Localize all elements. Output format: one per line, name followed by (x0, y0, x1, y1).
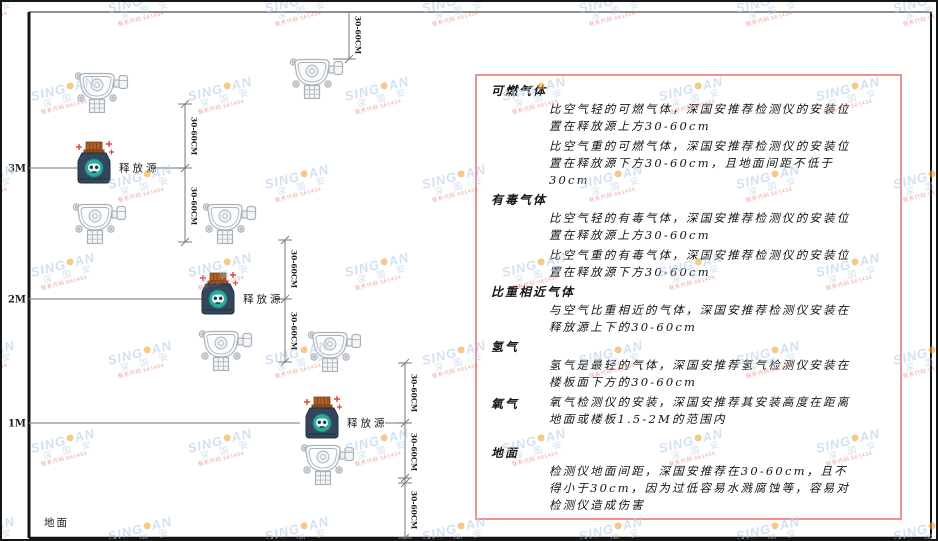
height-level-lines (29, 167, 406, 424)
release-source-icon (199, 271, 239, 315)
dimension-label: 30-60CM (410, 374, 419, 412)
diagram-icons (72, 58, 362, 486)
release-source-icon (75, 140, 115, 184)
height-label-2m: 2M (8, 295, 26, 306)
height-label-1m: 1M (8, 419, 26, 430)
height-label-3m: 3M (8, 164, 26, 175)
section-paragraph: 氧气检测仪的安装，深国安推荐其安装高度在距离地面或楼板1.5-2M的范围内 (549, 395, 851, 426)
diagram-labels: 3M 2M 1M 30-60CM 30-60CM 30-60CM 30-60CM 30-60C… (8, 16, 419, 529)
section-heading: 地面 (491, 446, 520, 460)
room-frame (27, 11, 932, 539)
gas-detector-icon (202, 203, 257, 245)
gas-detector-icon (307, 331, 362, 373)
guideline-section: 可燃气体 比空气轻的可燃气体，深国安推荐检测仪的安装位置在释放源上方30-60cm… (491, 83, 886, 189)
dimension-label: 30-60CM (190, 187, 199, 225)
gas-detector-icon (74, 72, 129, 114)
guideline-section: 比重相近气体与空气比重相近的气体，深国安推荐检测仪安装在释放源上下的30-60c… (491, 284, 886, 336)
release-source-label: 释放源 (243, 293, 284, 306)
section-paragraph: 检测仪地面间距，深国安推荐在30-60cm，且不得小于30cm，因为过低容易水溅… (549, 464, 851, 512)
gas-detector-icon (289, 58, 344, 100)
release-source-label: 释放源 (119, 162, 160, 175)
ground-label: 地面 (44, 516, 69, 529)
gas-detector-icon (300, 444, 355, 486)
section-paragraph: 氢气是最轻的气体，深国安推荐氢气检测仪安装在楼板面下方的30-60cm (549, 358, 851, 389)
section-heading: 可燃气体 (491, 84, 548, 98)
dimension-label: 30-60CM (354, 16, 363, 54)
guideline-section: 氧气 氧气检测仪的安装，深国安推荐其安装高度在距离地面或楼板1.5-2M的范围内 (491, 394, 886, 431)
section-paragraph: 比空气重的可燃气体，深国安推荐检测仪的安装位置在释放源下方30-60cm，且地面… (549, 139, 851, 187)
section-heading: 氧气 (491, 397, 520, 411)
guideline-section: 地面检测仪地面间距，深国安推荐在30-60cm，且不得小于30cm，因为过低容易… (491, 445, 886, 514)
section-paragraph: 比空气轻的有毒气体，深国安推荐检测仪的安装位置在释放源上方30-60cm (549, 211, 851, 242)
section-heading: 氢气 (491, 340, 520, 354)
release-source-label: 释放源 (347, 417, 388, 430)
dimension-lines (178, 12, 412, 539)
section-heading: 有毒气体 (491, 193, 548, 207)
gas-detector-icon (72, 203, 127, 245)
section-paragraph: 与空气比重相近的气体，深国安推荐检测仪安装在释放源上下的30-60cm (549, 303, 851, 334)
release-source-icon (303, 395, 343, 439)
gas-detector-icon (198, 330, 253, 372)
dimension-label: 30-60CM (410, 491, 419, 529)
section-heading: 比重相近气体 (491, 285, 576, 299)
section-paragraph: 比空气轻的可燃气体，深国安推荐检测仪的安装位置在释放源上方30-60cm (549, 102, 851, 133)
guideline-section: 氢气氢气是最轻的气体，深国安推荐氢气检测仪安装在楼板面下方的30-60cm (491, 339, 886, 391)
guideline-panel: 可燃气体 比空气轻的可燃气体，深国安推荐检测仪的安装位置在释放源上方30-60cm… (475, 74, 902, 520)
dimension-label: 30-60CM (190, 117, 199, 155)
dimension-label: 30-60CM (290, 250, 299, 288)
section-paragraph: 比空气重的有毒气体，深国安推荐检测仪的安装位置在释放源下方30-60cm (549, 248, 851, 279)
dimension-label: 30-60CM (410, 433, 419, 471)
dimension-label: 30-60CM (290, 312, 299, 350)
guideline-section: 有毒气体 比空气轻的有毒气体，深国安推荐检测仪的安装位置在释放源上方30-60cm… (491, 192, 886, 281)
